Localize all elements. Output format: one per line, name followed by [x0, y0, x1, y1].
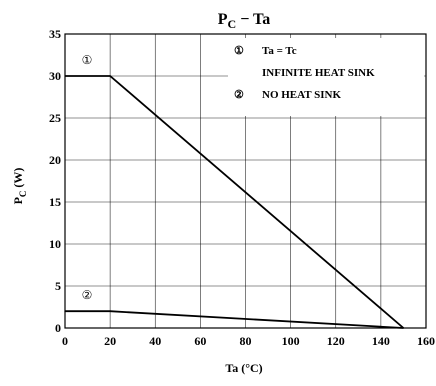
series-1-point-1: [109, 75, 111, 77]
y-axis-label: PC (W): [11, 168, 28, 205]
legend-item-1-line1: Ta = Tc: [262, 45, 297, 57]
chart-title-main: P: [218, 11, 228, 28]
x-tick-label-40: 40: [149, 334, 161, 348]
y-tick-label-30: 30: [49, 69, 61, 83]
plot-frame: [64, 33, 427, 329]
x-tick-labels: 0 20 40 60 80 100 120 140 160: [62, 334, 435, 348]
series-annotation-2: ②: [82, 288, 93, 302]
y-tick-label-0: 0: [55, 321, 61, 335]
y-tick-label-10: 10: [49, 237, 61, 251]
y-axis-label-rest: (W): [11, 168, 25, 191]
legend: ① Ta = Tc INFINITE HEAT SINK ② NO HEAT SINK: [228, 38, 424, 116]
x-tick-label-140: 140: [372, 334, 390, 348]
x-tick-label-20: 20: [104, 334, 116, 348]
x-tick-label-120: 120: [327, 334, 345, 348]
x-axis-label: Ta (°C): [225, 361, 262, 375]
series-2-point-0: [64, 310, 66, 312]
axes: [64, 33, 427, 329]
y-axis-label-main: P: [11, 197, 25, 204]
y-tick-label-5: 5: [55, 279, 61, 293]
y-tick-label-25: 25: [49, 111, 61, 125]
x-tick-label-0: 0: [62, 334, 68, 348]
legend-box: [228, 38, 424, 116]
x-tick-label-60: 60: [194, 334, 206, 348]
chart-title: PC − Ta: [218, 11, 270, 31]
x-tick-label-100: 100: [282, 334, 300, 348]
y-tick-label-15: 15: [49, 195, 61, 209]
series-annotations: ①②: [82, 53, 93, 302]
series-2-point-2: [402, 327, 405, 329]
x-tick-label-80: 80: [240, 334, 252, 348]
chart-title-rest: − Ta: [236, 11, 270, 28]
legend-item-1-line2: INFINITE HEAT SINK: [262, 67, 375, 79]
y-tick-label-20: 20: [49, 153, 61, 167]
legend-item-2-line1: NO HEAT SINK: [262, 89, 342, 101]
series-line-2: [65, 310, 404, 329]
y-axis-label-subscript: C: [18, 191, 28, 198]
y-tick-label-35: 35: [49, 27, 61, 41]
chart-title-subscript: C: [228, 17, 237, 31]
series-2-point-1: [109, 310, 111, 312]
series-1-point-0: [64, 75, 66, 77]
series-annotation-1: ①: [82, 53, 93, 67]
x-tick-label-160: 160: [417, 334, 435, 348]
series-lines: [64, 75, 405, 329]
legend-marker-2: ②: [234, 89, 244, 101]
legend-marker-1: ①: [234, 45, 244, 57]
y-tick-labels: 0 5 10 15 20 25 30 35: [49, 27, 61, 335]
